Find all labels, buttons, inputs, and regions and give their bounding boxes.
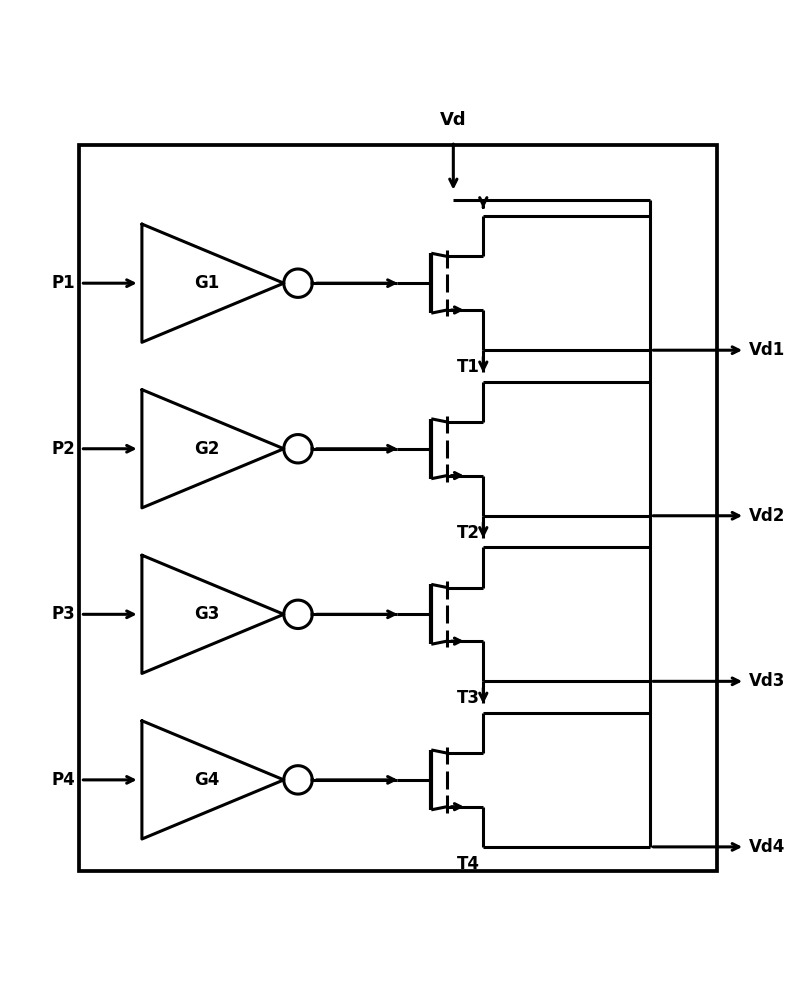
Text: T2: T2 [457, 524, 480, 542]
Text: T3: T3 [457, 689, 480, 707]
Text: P4: P4 [51, 771, 75, 789]
Text: G2: G2 [194, 440, 219, 458]
Text: P3: P3 [51, 605, 75, 623]
Text: Vd1: Vd1 [749, 341, 785, 359]
Text: Vd: Vd [440, 111, 467, 129]
Text: G4: G4 [194, 771, 219, 789]
Text: G1: G1 [194, 274, 219, 292]
Text: T4: T4 [457, 855, 480, 873]
Text: Vd4: Vd4 [749, 838, 785, 856]
Text: G3: G3 [194, 605, 219, 623]
Text: Vd2: Vd2 [749, 507, 785, 525]
Text: Vd3: Vd3 [749, 672, 785, 690]
Text: P1: P1 [52, 274, 75, 292]
Text: T1: T1 [457, 358, 480, 376]
Text: P2: P2 [51, 440, 75, 458]
